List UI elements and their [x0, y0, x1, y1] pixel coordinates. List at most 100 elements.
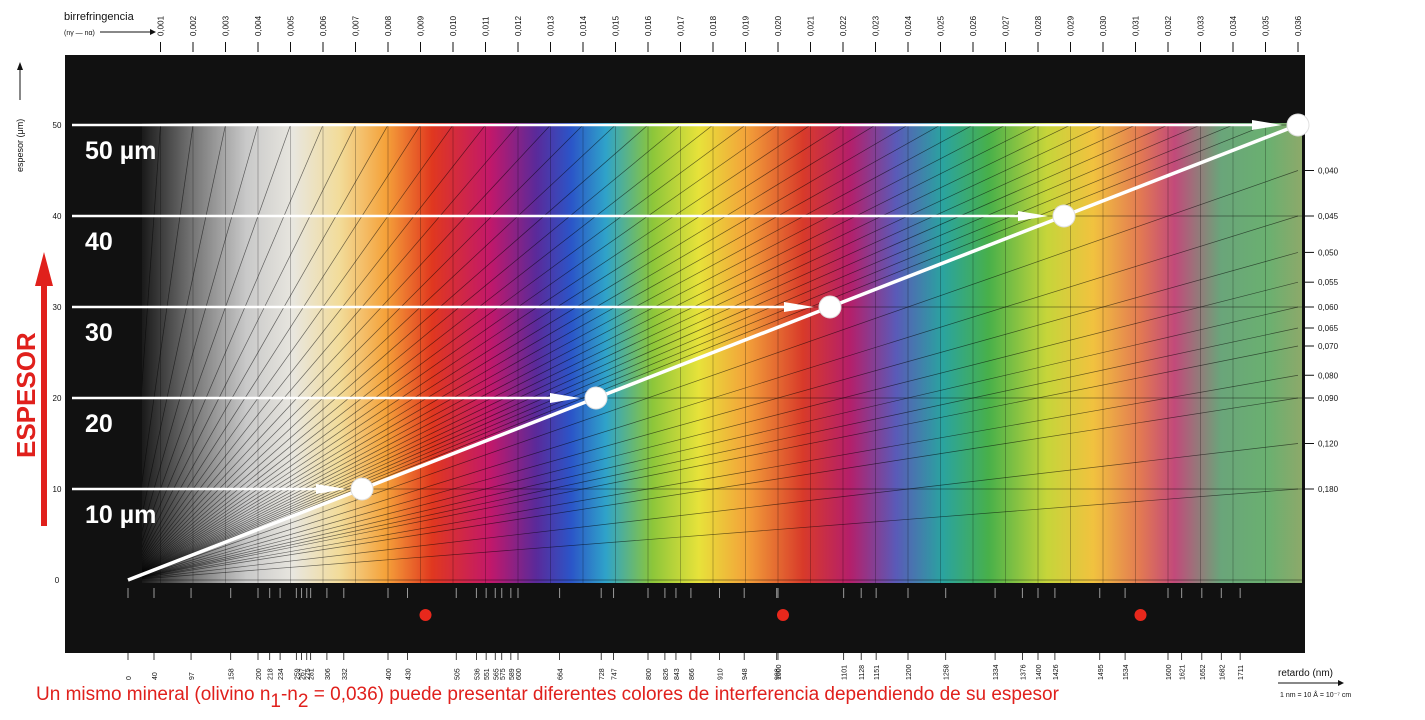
thickness-overlay: 50 µm 40 30 20 10 µm — [72, 113, 1310, 621]
birefringence-line — [142, 124, 1234, 575]
bottom-tick-label: 1495 — [1098, 664, 1105, 680]
top-tick-label: 0,004 — [254, 15, 263, 36]
bottom-tick-label: 998 — [775, 668, 782, 680]
top-tick-label: 0,032 — [1164, 15, 1173, 36]
thickness-arrowhead — [784, 302, 814, 312]
left-tick-label: 40 — [53, 212, 62, 221]
right-tick-label: 0,055 — [1318, 278, 1339, 287]
right-axis-ticks: 0,040 0,045 0,050 0,055 0,060 0,065 0,070 0,080… — [1304, 167, 1339, 494]
birefringence-line — [142, 306, 1299, 578]
birefringence-line — [142, 124, 584, 567]
caption-part3: = 0,036) puede presentar diferentes colo… — [308, 684, 1059, 705]
bottom-tick-label: 910 — [718, 668, 725, 680]
top-tick-label: 0,025 — [937, 15, 946, 36]
birefringence-line — [142, 124, 194, 485]
bottom-tick-label: 1711 — [1238, 665, 1245, 680]
top-axis-arrowhead — [150, 29, 156, 35]
top-tick-label: 0,005 — [287, 15, 296, 36]
top-tick-label: 0,014 — [579, 15, 588, 36]
bottom-tick-label: 306 — [325, 668, 332, 680]
right-tick-label: 0,180 — [1318, 485, 1339, 494]
top-axis-sublabel: (nγ — nα) — [64, 30, 95, 37]
bottom-tick-label: 332 — [342, 668, 349, 680]
top-tick-label: 0,033 — [1197, 15, 1206, 36]
birefringence-line — [142, 124, 876, 572]
right-tick-label: 0,120 — [1318, 440, 1339, 449]
birefringence-line — [142, 327, 1299, 578]
top-tick-label: 0,028 — [1034, 15, 1043, 36]
bottom-tick-label: 234 — [278, 668, 285, 680]
espesor-label: ESPESOR — [11, 332, 41, 458]
bottom-tick-label: 1682 — [1219, 664, 1226, 680]
bottom-tick-label: 158 — [229, 668, 236, 680]
top-tick-label: 0,016 — [644, 15, 653, 36]
bottom-tick-label: 800 — [646, 668, 653, 680]
left-tick-label: 10 — [53, 485, 62, 494]
thickness-annotation: 30 — [85, 319, 113, 347]
birefringence-line — [142, 124, 324, 549]
left-tick-label: 0 — [55, 576, 60, 585]
thickness-annotation: 50 µm — [85, 137, 156, 165]
bottom-tick-label: 40 — [152, 672, 159, 680]
bottom-tick-label: 600 — [516, 668, 523, 680]
birefringence-line — [142, 124, 616, 568]
bottom-tick-label: 218 — [268, 668, 275, 680]
birefringence-line — [142, 124, 421, 559]
caption-part1: Un mismo mineral (olivino n — [36, 684, 271, 705]
left-axis-ticks: 0 10 20 30 40 50 — [53, 121, 62, 585]
bottom-tick-label: 728 — [599, 668, 606, 680]
bottom-tick-label: 1621 — [1180, 664, 1187, 680]
birefringence-line — [142, 345, 1299, 578]
thickness-arrowhead — [1018, 211, 1048, 221]
birefringence-line — [142, 488, 1299, 580]
series-point — [350, 477, 374, 501]
top-tick-label: 0,024 — [904, 15, 913, 36]
top-tick-label: 0,027 — [1002, 15, 1011, 36]
top-tick-label: 0,010 — [449, 15, 458, 36]
birefringence-line — [142, 124, 1071, 574]
birefringence-line — [142, 124, 454, 562]
bottom-tick-label: 1000 — [776, 664, 783, 680]
birefringence-line — [142, 124, 161, 389]
caption-subscript-1: 1 — [270, 691, 281, 712]
thickness-arrowhead — [550, 393, 580, 403]
order-marker-dot — [1134, 609, 1147, 621]
top-tick-label: 0,030 — [1099, 15, 1108, 36]
bottom-tick-label: 1652 — [1200, 664, 1207, 680]
top-tick-label: 0,023 — [872, 15, 881, 36]
series-point — [584, 386, 608, 410]
series-point — [1052, 204, 1076, 228]
thickness-arrowhead — [1252, 120, 1282, 130]
birefringence-line — [142, 281, 1299, 577]
bottom-tick-label: 1258 — [944, 664, 951, 680]
caption-part2: -n — [280, 684, 298, 705]
birefringence-line — [142, 124, 389, 557]
birefringence-line — [142, 124, 974, 573]
bottom-tick-label: 1151 — [874, 665, 881, 680]
top-tick-label: 0,006 — [319, 15, 328, 36]
right-tick-label: 0,050 — [1318, 248, 1339, 257]
left-tick-label: 30 — [53, 303, 62, 312]
top-tick-label: 0,036 — [1294, 15, 1303, 36]
bottom-tick-label: 275 — [305, 668, 312, 680]
right-tick-label: 0,090 — [1318, 394, 1339, 403]
bottom-tick-label: 267 — [300, 668, 307, 680]
right-tick-label: 0,060 — [1318, 303, 1339, 312]
birefringence-line — [142, 124, 1039, 574]
bottom-tick-label: 843 — [674, 668, 681, 680]
top-tick-label: 0,015 — [612, 15, 621, 36]
bottom-tick-label: 589 — [509, 668, 516, 680]
birefringence-line — [142, 124, 909, 573]
top-tick-label: 0,003 — [222, 15, 231, 36]
birefringence-line — [142, 124, 844, 572]
left-tick-label: 20 — [53, 394, 62, 403]
birefringence-line — [142, 124, 1006, 574]
top-tick-label: 0,002 — [189, 15, 198, 36]
top-tick-label: 0,029 — [1067, 15, 1076, 36]
top-tick-label: 0,008 — [384, 15, 393, 36]
birefringence-line — [142, 124, 356, 553]
bottom-tick-label: 1200 — [906, 664, 913, 680]
birefringence-line — [142, 170, 1299, 576]
top-tick-label: 0,022 — [839, 15, 848, 36]
